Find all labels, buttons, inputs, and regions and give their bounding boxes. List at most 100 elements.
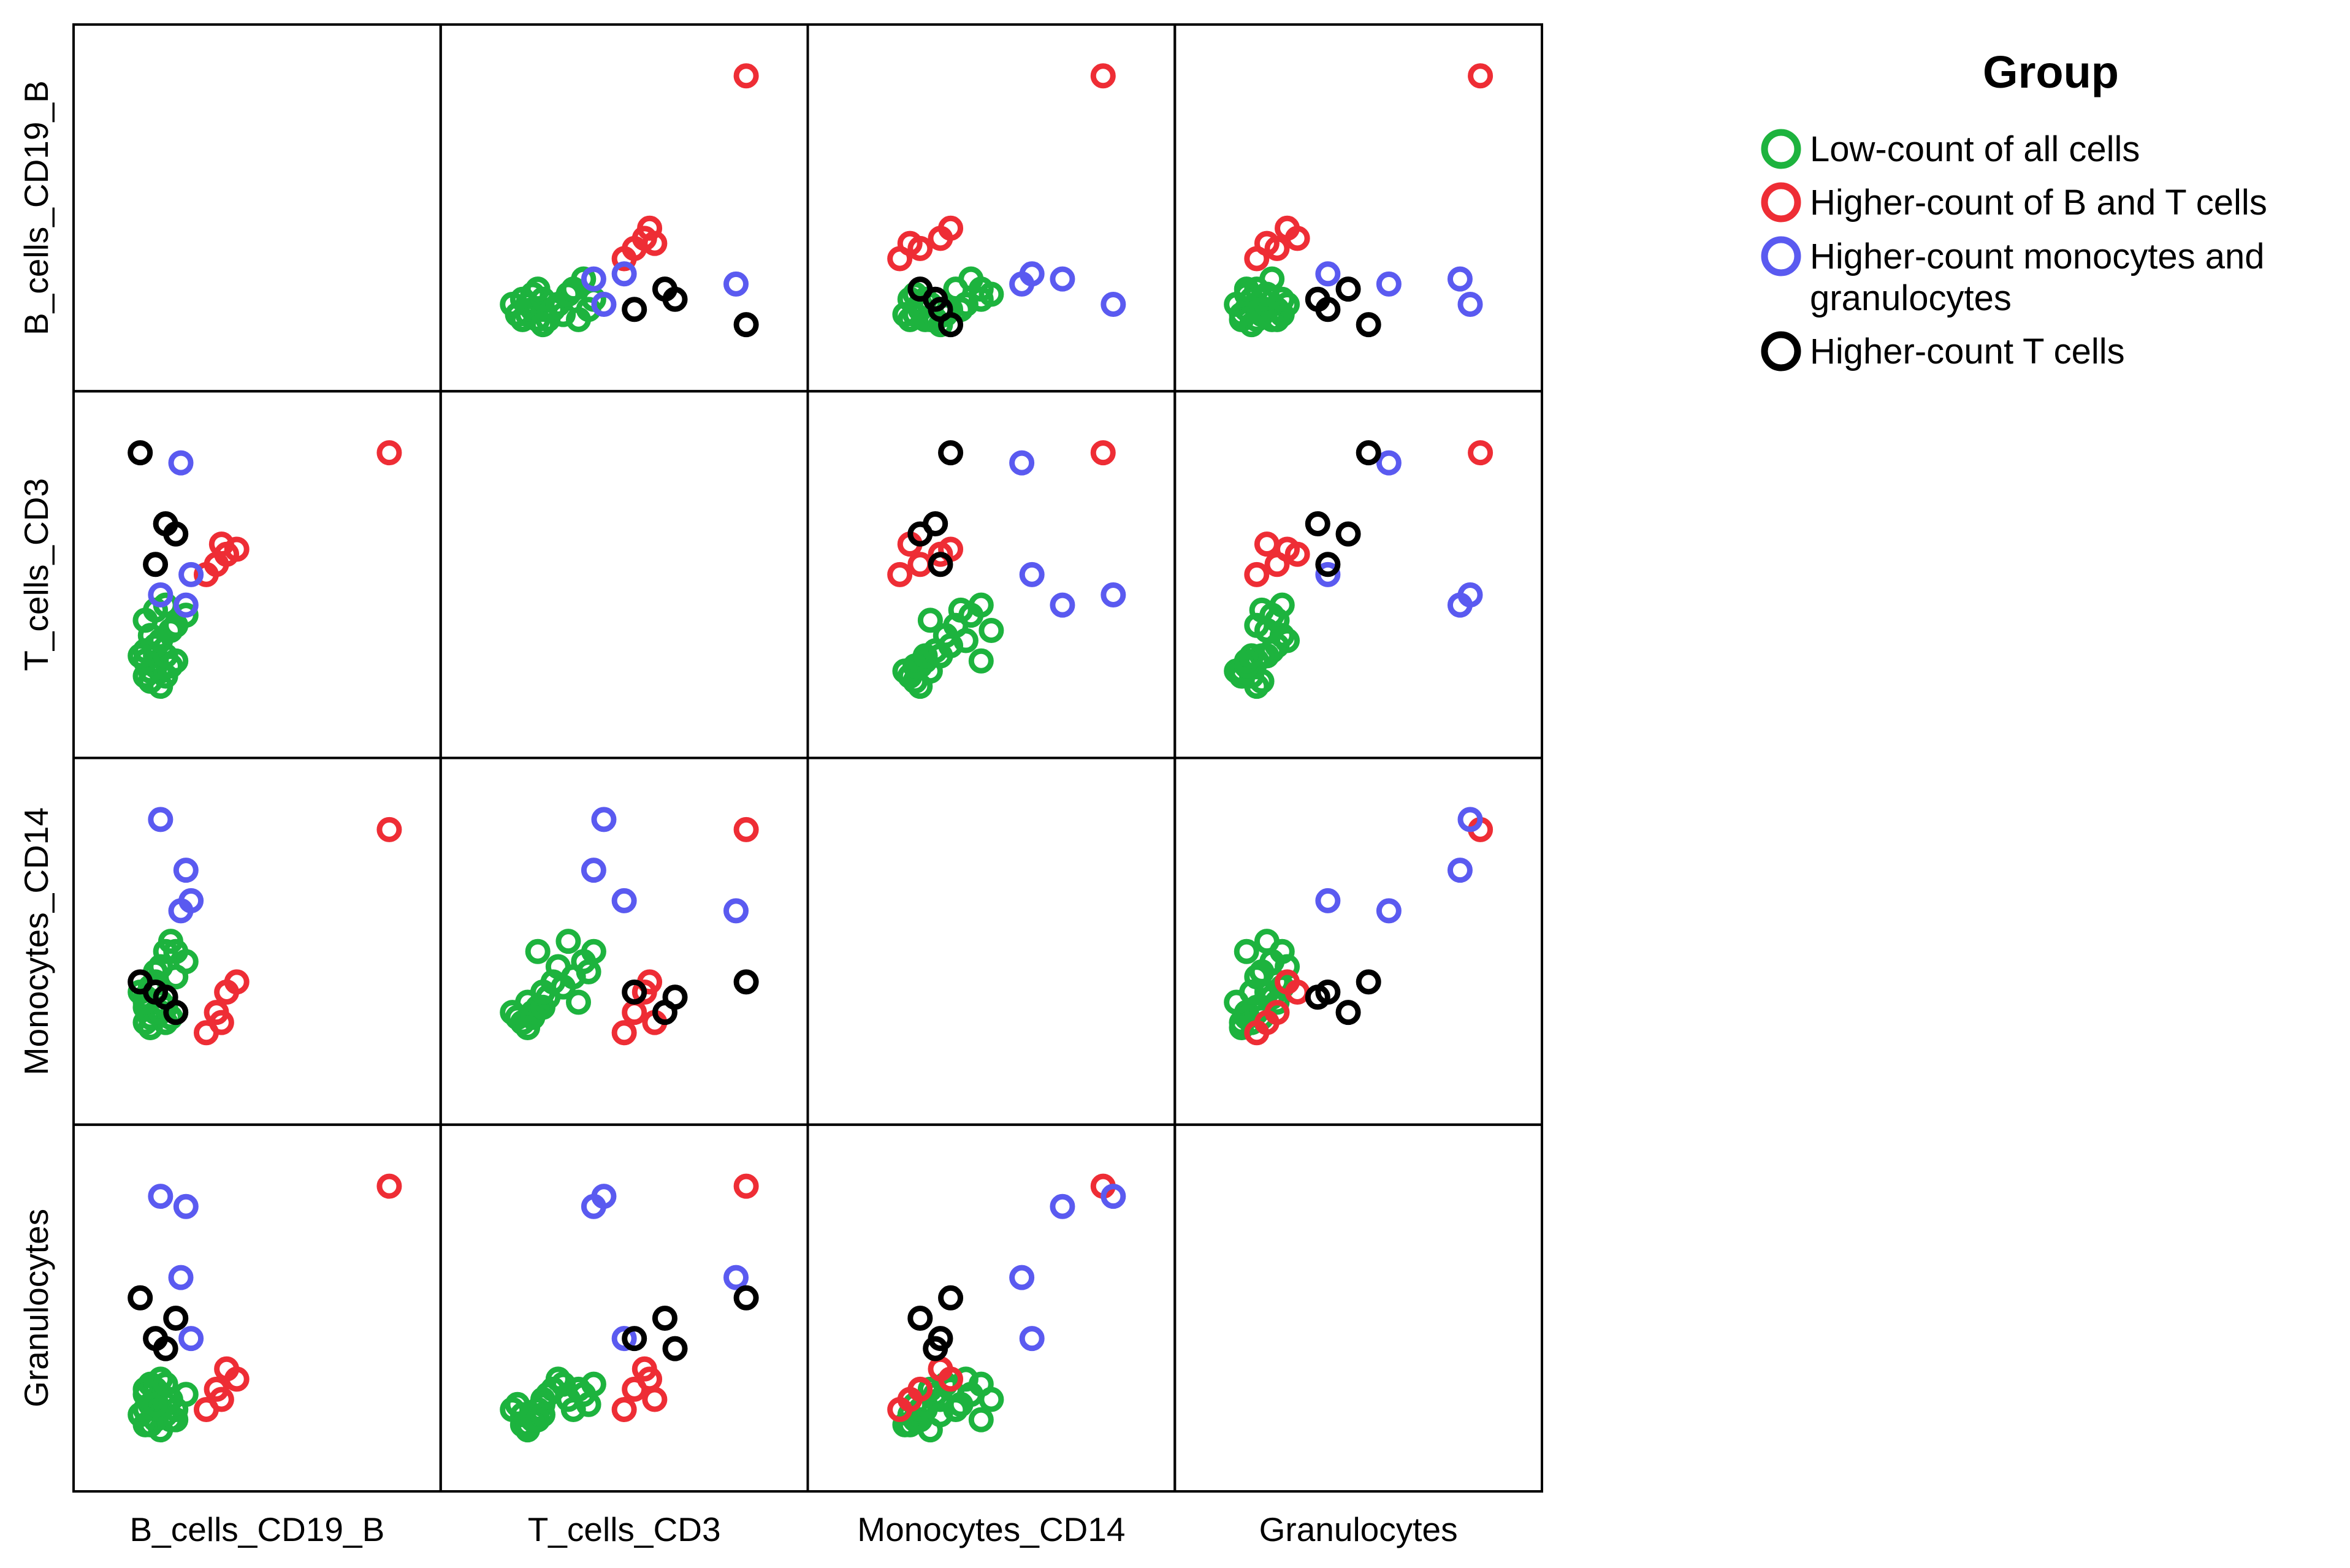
point-t [652, 1305, 677, 1331]
panel-Granulocytes-vs-Granulocytes [1173, 1123, 1543, 1493]
point-low [1244, 674, 1270, 699]
point-mg [168, 1265, 194, 1290]
point-mg [1447, 266, 1473, 292]
point-t [733, 312, 759, 338]
point-mg [581, 858, 606, 883]
point-low [148, 674, 174, 699]
point-t [733, 969, 759, 995]
point-bt [193, 1020, 219, 1046]
point-low [566, 989, 592, 1015]
point-low [1259, 266, 1285, 292]
point-t [652, 1000, 677, 1026]
point-low [968, 1407, 994, 1433]
point-mg [1447, 858, 1473, 883]
point-low [1234, 938, 1259, 964]
panel-B_cells_CD19_B-vs-B_cells_CD19_B [72, 23, 442, 393]
point-low [1234, 648, 1259, 674]
point-bt [887, 246, 913, 272]
point-low [525, 938, 551, 964]
point-t [622, 979, 647, 1005]
point-t [163, 521, 189, 547]
point-t [1335, 1000, 1361, 1026]
point-bt [611, 1397, 637, 1423]
y-axis-label: B_cells_CD19_B [17, 80, 55, 335]
point-mg [1050, 266, 1075, 292]
point-mg [611, 261, 637, 287]
legend-entries: Low-count of all cells Higher-count of B … [1761, 129, 2267, 371]
point-t [1356, 312, 1381, 338]
panel-Monocytes_CD14-vs-T_cells_CD3 [439, 756, 809, 1126]
point-bt [1275, 536, 1300, 562]
legend-label-mg: granulocytes [1810, 278, 2012, 318]
point-low [1269, 592, 1295, 618]
point-low [163, 648, 189, 674]
x-axis-label: B_cells_CD19_B [129, 1510, 384, 1548]
point-mg [168, 450, 194, 476]
y-axis-labels: B_cells_CD19_B T_cells_CD3 Monocytes_CD14 G… [17, 80, 55, 1407]
point-t [907, 276, 933, 302]
point-bt [224, 969, 250, 995]
point-mg [178, 1326, 204, 1352]
point-mg [173, 1193, 199, 1219]
point-low [1239, 643, 1265, 669]
point-t [143, 1326, 169, 1352]
point-mg [1376, 898, 1402, 924]
x-axis-label: T_cells_CD3 [528, 1510, 721, 1548]
point-low [1239, 979, 1265, 1005]
point-bt [224, 1366, 250, 1392]
point-t [907, 1305, 933, 1331]
legend: Group Low-count of all cells Higher-count… [1761, 47, 2267, 371]
point-t [1356, 440, 1381, 466]
point-mg [1101, 582, 1126, 608]
point-t [938, 1285, 964, 1311]
point-mg [581, 1193, 606, 1219]
point-mg [148, 1184, 174, 1209]
point-t [128, 440, 153, 466]
legend-label-bt: Higher-count of B and T cells [1810, 183, 2267, 223]
point-bt [1254, 531, 1280, 557]
legend-marker-bt [1761, 182, 1801, 223]
point-bt [642, 1387, 668, 1412]
point-t [733, 1285, 759, 1311]
matrix-points [128, 63, 1494, 1443]
point-t [622, 297, 647, 322]
point-bt [611, 1020, 637, 1046]
point-bt [376, 816, 402, 842]
point-low [1249, 959, 1275, 984]
point-low [928, 1402, 953, 1428]
point-low [555, 281, 581, 307]
point-t [938, 440, 964, 466]
point-low [968, 648, 994, 674]
point-bt [887, 561, 913, 587]
panel-T_cells_CD3-vs-T_cells_CD3 [439, 390, 809, 759]
point-mg [591, 292, 617, 318]
point-low [153, 1371, 178, 1397]
point-bt [622, 1000, 647, 1026]
point-mg [178, 888, 204, 913]
point-t [163, 1000, 189, 1026]
point-low [143, 1391, 169, 1417]
x-axis-label: Monocytes_CD14 [857, 1510, 1125, 1548]
point-bt [1090, 440, 1116, 466]
point-low [500, 1397, 525, 1423]
point-mg [1050, 592, 1075, 618]
legend-marker-low [1761, 129, 1801, 169]
point-low [928, 643, 953, 669]
point-bt [376, 440, 402, 466]
point-mg [1101, 292, 1126, 318]
point-mg [723, 1265, 749, 1290]
panel-Monocytes_CD14-vs-B_cells_CD19_B [72, 756, 442, 1126]
point-bt [637, 215, 663, 241]
point-bt [193, 561, 219, 587]
point-t [143, 979, 169, 1005]
point-low [968, 592, 994, 618]
point-low [173, 603, 199, 628]
point-bt [1244, 561, 1270, 587]
point-low [1249, 297, 1275, 322]
point-low [530, 979, 555, 1005]
point-mg [173, 592, 199, 618]
point-mg [1101, 1184, 1126, 1209]
point-mg [148, 807, 174, 832]
point-low [500, 292, 525, 318]
